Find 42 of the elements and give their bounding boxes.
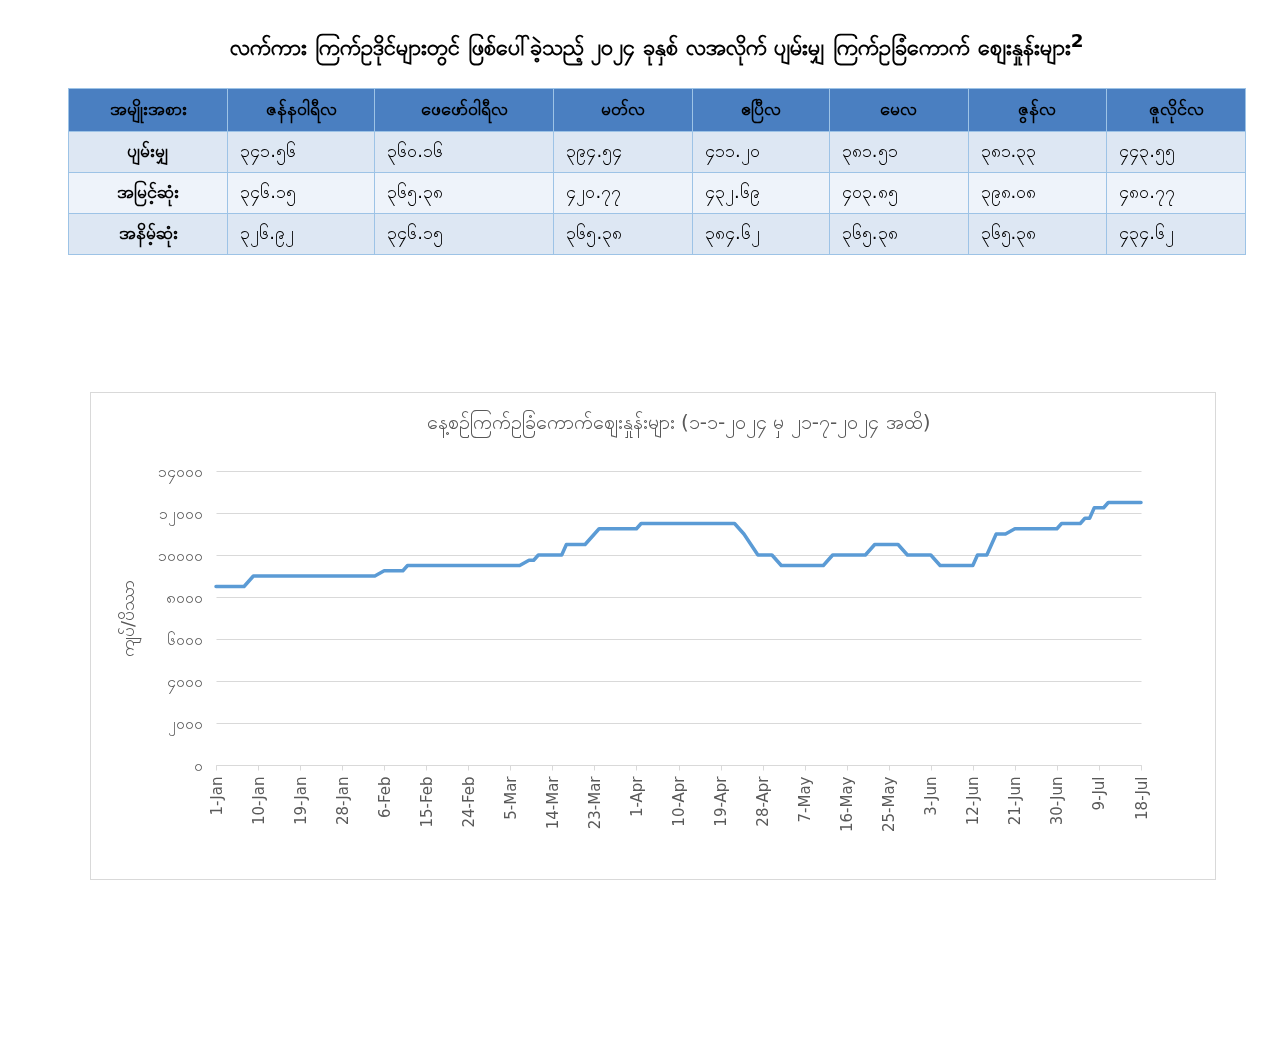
x-tick-label: 18-Jul — [1132, 776, 1151, 820]
x-tick-label: 1-Apr — [627, 775, 646, 818]
x-tick-label: 19-Jan — [291, 776, 310, 825]
y-axis-title: ကျပ်/ပိဿာ — [116, 579, 142, 658]
category-label: ဇန်နဝါရီလ — [227, 88, 375, 132]
y-tick-label: ၂၀၀၀ — [167, 713, 203, 736]
category-label: အမျိုးအစား — [68, 88, 228, 132]
category-label: ဇွန်လ — [968, 88, 1107, 132]
y-tick-label: ၁၀၀၀၀ — [157, 545, 203, 565]
x-tick-label: 7-May — [796, 776, 815, 823]
x-tick-label: 21-Jun — [1006, 776, 1025, 826]
x-tick-label: 30-Jun — [1048, 776, 1067, 826]
y-tick-label: ၀ — [193, 755, 203, 775]
x-tick-label: 24-Feb — [459, 776, 478, 828]
y-tick-label: ၄၀၀၀ — [166, 671, 203, 694]
x-tick-label: 10-Apr — [670, 775, 688, 827]
text: လက်ကား ကြက်ဥဒိုင်များတွင် ဖြစ်ပေါ်ခဲ့သည့် ၂၀၂၄ ခုနှစ် လအလိုက် ပျမ်းမျှ ကြက်ဥခြံကောက် စျေးနှုန်းများ$^{2}$ — [229, 30, 1085, 67]
x-tick-label: 14-Mar — [543, 775, 562, 830]
x-tick-label: 10-Jan — [249, 776, 268, 825]
x-tick-label: 28-Jan — [333, 776, 352, 825]
y-tick-label: ၈၀၀၀ — [165, 587, 203, 607]
x-tick-label: 9-Jul — [1090, 776, 1109, 811]
x-tick-label: 23-Mar — [585, 775, 604, 830]
x-tick-label: 16-May — [838, 776, 857, 833]
x-tick-label: 5-Mar — [501, 775, 520, 820]
category-label: မတ်လ — [553, 88, 693, 132]
x-tick-label: 1-Jan — [207, 776, 226, 816]
category-label: မေလ — [829, 88, 969, 132]
y-tick-label: ၁၂၀၀၀ — [158, 503, 203, 526]
y-tick-label: ၁၄၀၀၀ — [157, 461, 203, 484]
x-tick-label: 3-Jun — [922, 776, 941, 816]
x-tick-label: 6-Feb — [375, 776, 394, 819]
y-tick-label: ၆၀၀၀ — [166, 629, 203, 649]
category-label: ဖေဖော်ဝါရီလ — [374, 88, 554, 132]
category-label: ဇူလိုင်လ — [1106, 88, 1246, 132]
x-tick-label: 19-Apr — [712, 775, 731, 827]
chart-title: နေ့စဉ်ကြက်ဥခြံကောက်စျေးနှုန်းများ (၁-၁-၂၀၂၄ မှ ၂၁-၇-၂၀၂၄ အထိ) — [426, 410, 931, 438]
x-tick-label: 28-Apr — [754, 775, 773, 827]
x-tick-label: 12-Jun — [964, 776, 983, 826]
category-label: ဧပြီလ — [692, 88, 830, 132]
x-tick-label: 15-Feb — [417, 776, 436, 828]
x-tick-label: 25-May — [880, 776, 899, 833]
